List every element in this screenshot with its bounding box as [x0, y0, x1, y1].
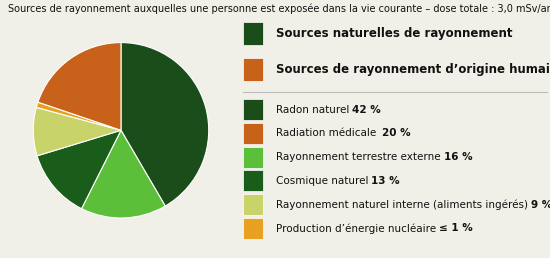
Wedge shape — [81, 130, 165, 218]
Bar — [243, 123, 263, 144]
Text: ≤ 1 %: ≤ 1 % — [439, 223, 473, 233]
Text: 9 %: 9 % — [531, 200, 550, 209]
Bar — [243, 58, 263, 81]
Bar — [243, 170, 263, 191]
Text: Radon naturel: Radon naturel — [276, 105, 353, 115]
Text: 13 %: 13 % — [371, 176, 400, 186]
Bar — [243, 22, 263, 45]
Text: Rayonnement terrestre externe: Rayonnement terrestre externe — [276, 152, 443, 162]
Text: Cosmique naturel: Cosmique naturel — [276, 176, 371, 186]
Text: Rayonnement naturel interne (aliments ingérés): Rayonnement naturel interne (aliments in… — [276, 199, 531, 210]
Wedge shape — [37, 130, 121, 209]
Wedge shape — [36, 102, 121, 130]
Text: 20 %: 20 % — [382, 128, 411, 138]
Text: 16 %: 16 % — [443, 152, 472, 162]
Text: Production d’énergie nucléaire: Production d’énergie nucléaire — [276, 223, 439, 233]
Bar — [243, 99, 263, 120]
Text: Radiation médicale: Radiation médicale — [276, 128, 382, 138]
Bar — [243, 147, 263, 168]
Bar — [243, 194, 263, 215]
Text: Sources de rayonnement d’origine humaine: Sources de rayonnement d’origine humaine — [276, 63, 550, 76]
Text: Sources de rayonnement auxquelles une personne est exposée dans la vie courante : Sources de rayonnement auxquelles une pe… — [8, 4, 550, 14]
Text: 42 %: 42 % — [353, 105, 381, 115]
Text: Sources naturelles de rayonnement: Sources naturelles de rayonnement — [276, 27, 512, 40]
Wedge shape — [121, 43, 208, 206]
Bar — [243, 218, 263, 239]
Wedge shape — [38, 43, 121, 130]
Wedge shape — [34, 107, 121, 156]
